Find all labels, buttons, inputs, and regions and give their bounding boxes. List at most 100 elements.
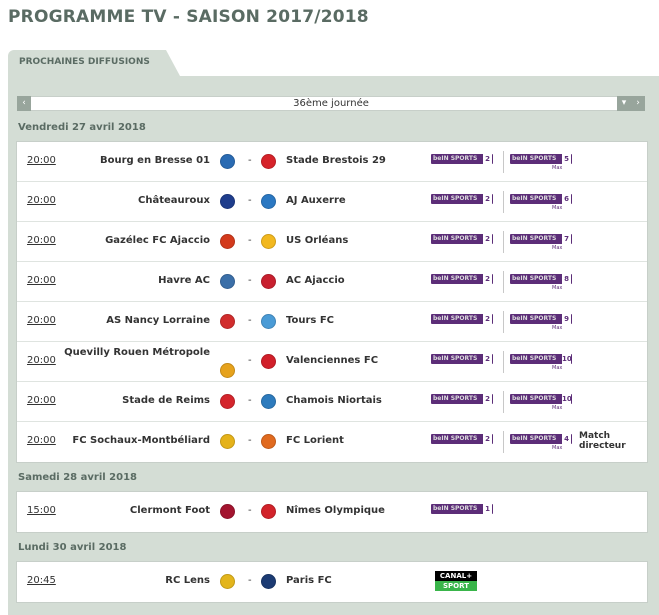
home-team[interactable]: Havre AC — [158, 275, 210, 286]
max-label: Max — [552, 285, 563, 291]
tab-prochaines-diffusions[interactable]: PROCHAINES DIFFUSIONS — [8, 50, 180, 76]
bein-sports-max-logo-icon: beIN SPORTS 9 Max — [510, 312, 576, 332]
match-row: 20:00 AS Nancy Lorraine - Tours FC beIN SPOR… — [17, 302, 647, 342]
bein-sports-logo-icon: beIN SPORTS 1 — [431, 502, 497, 522]
home-team[interactable]: Stade de Reims — [122, 395, 210, 406]
tv-separator — [503, 191, 504, 213]
bein-sports-max-logo-icon: beIN SPORTS 8 Max — [510, 272, 576, 292]
channel-number: 2 — [483, 194, 492, 204]
home-team-crest-icon — [220, 363, 235, 378]
away-team[interactable]: AJ Auxerre — [286, 195, 346, 206]
home-team[interactable]: AS Nancy Lorraine — [106, 315, 210, 326]
away-team[interactable]: Paris FC — [286, 575, 332, 586]
away-team[interactable]: Tours FC — [286, 315, 335, 326]
max-label: Max — [552, 365, 563, 371]
away-team[interactable]: Nîmes Olympique — [286, 505, 385, 516]
match-time-link[interactable]: 20:00 — [27, 355, 56, 366]
tv-separator — [503, 391, 504, 413]
away-team-crest-icon — [261, 394, 276, 409]
away-team[interactable]: Chamois Niortais — [286, 395, 382, 406]
canal-plus-logo-text: CANAL+ — [435, 571, 477, 581]
away-team[interactable]: US Orléans — [286, 235, 349, 246]
match-time-link[interactable]: 15:00 — [27, 505, 56, 516]
tv-separator — [503, 231, 504, 253]
chevron-down-icon[interactable]: ▾ — [617, 96, 631, 111]
away-team-crest-icon — [261, 314, 276, 329]
match-time-link[interactable]: 20:00 — [27, 435, 56, 446]
bein-sports-max-logo-icon: beIN SPORTS 10 Max — [510, 354, 572, 371]
channel-number: 10 — [562, 354, 572, 364]
match-list: 15:00 Clermont Foot - Nîmes Olympique beIN S… — [16, 491, 648, 533]
match-time-link[interactable]: 20:00 — [27, 155, 56, 166]
channel-number: 2 — [483, 234, 492, 244]
channel-number: 8 — [562, 274, 571, 284]
max-label: Max — [552, 405, 563, 411]
away-team[interactable]: Valenciennes FC — [286, 355, 379, 366]
home-team[interactable]: Clermont Foot — [129, 505, 210, 516]
day-title: Vendredi 27 avril 2018 — [18, 122, 146, 133]
channel-number: 2 — [483, 354, 492, 364]
tv-separator — [503, 311, 504, 333]
match-time-link[interactable]: 20:00 — [27, 235, 56, 246]
home-team[interactable]: Quevilly Rouen Métropole — [64, 347, 210, 358]
bein-sports-logo-icon: beIN SPORTS 2 — [431, 192, 497, 212]
versus-dash: - — [248, 155, 252, 166]
away-team[interactable]: AC Ajaccio — [286, 275, 345, 286]
bein-sports-max-logo-icon: beIN SPORTS 4 Max — [510, 432, 576, 452]
versus-dash: - — [248, 395, 252, 406]
sport-logo-text: SPORT — [435, 581, 477, 591]
bein-sports-max-logo-icon: beIN SPORTS 7 Max — [510, 232, 576, 252]
channel-number: 5 — [562, 154, 571, 164]
channel-number: 2 — [483, 274, 492, 284]
tv-separator — [503, 351, 504, 373]
match-time-link[interactable]: 20:00 — [27, 395, 56, 406]
day-title: Samedi 28 avril 2018 — [18, 472, 137, 483]
channel-number: 2 — [483, 394, 492, 404]
bein-sports-logo-icon: beIN SPORTS 2 — [431, 152, 497, 172]
versus-dash: - — [248, 195, 252, 206]
bein-sports-max-logo-icon: beIN SPORTS 5 Max — [510, 152, 576, 172]
channel-number: 10 — [562, 394, 572, 404]
versus-dash: - — [248, 235, 252, 246]
canal-plus-sport-logo-icon: CANAL+ SPORT — [435, 571, 477, 591]
match-time-link[interactable]: 20:00 — [27, 195, 56, 206]
page-title: PROGRAMME TV - SAISON 2017/2018 — [8, 7, 369, 27]
round-selector[interactable]: ‹ 36ème journée ▾ › — [17, 96, 645, 111]
tv-separator — [503, 431, 504, 453]
chevron-left-icon[interactable]: ‹ — [17, 96, 31, 111]
match-time-link[interactable]: 20:00 — [27, 315, 56, 326]
tv-separator — [503, 151, 504, 173]
versus-dash: - — [248, 315, 252, 326]
home-team[interactable]: RC Lens — [165, 575, 210, 586]
home-team[interactable]: FC Sochaux-Montbéliard — [72, 435, 210, 446]
match-list: 20:00 Bourg en Bresse 01 - Stade Brestois 2… — [16, 141, 648, 463]
match-time-link[interactable]: 20:45 — [27, 575, 56, 586]
day-title: Lundi 30 avril 2018 — [18, 542, 127, 553]
match-time-link[interactable]: 20:00 — [27, 275, 56, 286]
bein-sports-logo-icon: beIN SPORTS 2 — [431, 232, 497, 252]
away-team-crest-icon — [261, 194, 276, 209]
match-note: Match directeur — [579, 431, 626, 451]
home-team[interactable]: Bourg en Bresse 01 — [100, 155, 210, 166]
versus-dash: - — [248, 505, 252, 516]
match-row: 20:00 Gazélec FC Ajaccio - US Orléans beIN S… — [17, 222, 647, 262]
max-label: Max — [552, 205, 563, 211]
bein-sports-logo-icon: beIN SPORTS 2 — [431, 392, 497, 412]
home-team[interactable]: Châteauroux — [137, 195, 210, 206]
away-team-crest-icon — [261, 504, 276, 519]
match-row: 20:00 Châteauroux - AJ Auxerre beIN SPORTS 2 b… — [17, 182, 647, 222]
match-row: 15:00 Clermont Foot - Nîmes Olympique beIN S… — [17, 492, 647, 532]
home-team-crest-icon — [220, 194, 235, 209]
home-team[interactable]: Gazélec FC Ajaccio — [105, 235, 210, 246]
bein-sports-logo-icon: beIN SPORTS 2 — [431, 312, 497, 332]
channel-number: 6 — [562, 194, 571, 204]
chevron-right-icon[interactable]: › — [631, 96, 645, 111]
match-row: 20:00 Quevilly Rouen Métropole - Valencienn… — [17, 342, 647, 382]
channel-number: 9 — [562, 314, 571, 324]
match-row: 20:00 Bourg en Bresse 01 - Stade Brestois 2… — [17, 142, 647, 182]
away-team[interactable]: FC Lorient — [286, 435, 344, 446]
home-team-crest-icon — [220, 154, 235, 169]
home-team-crest-icon — [220, 234, 235, 249]
channel-number: 7 — [562, 234, 571, 244]
away-team[interactable]: Stade Brestois 29 — [286, 155, 386, 166]
